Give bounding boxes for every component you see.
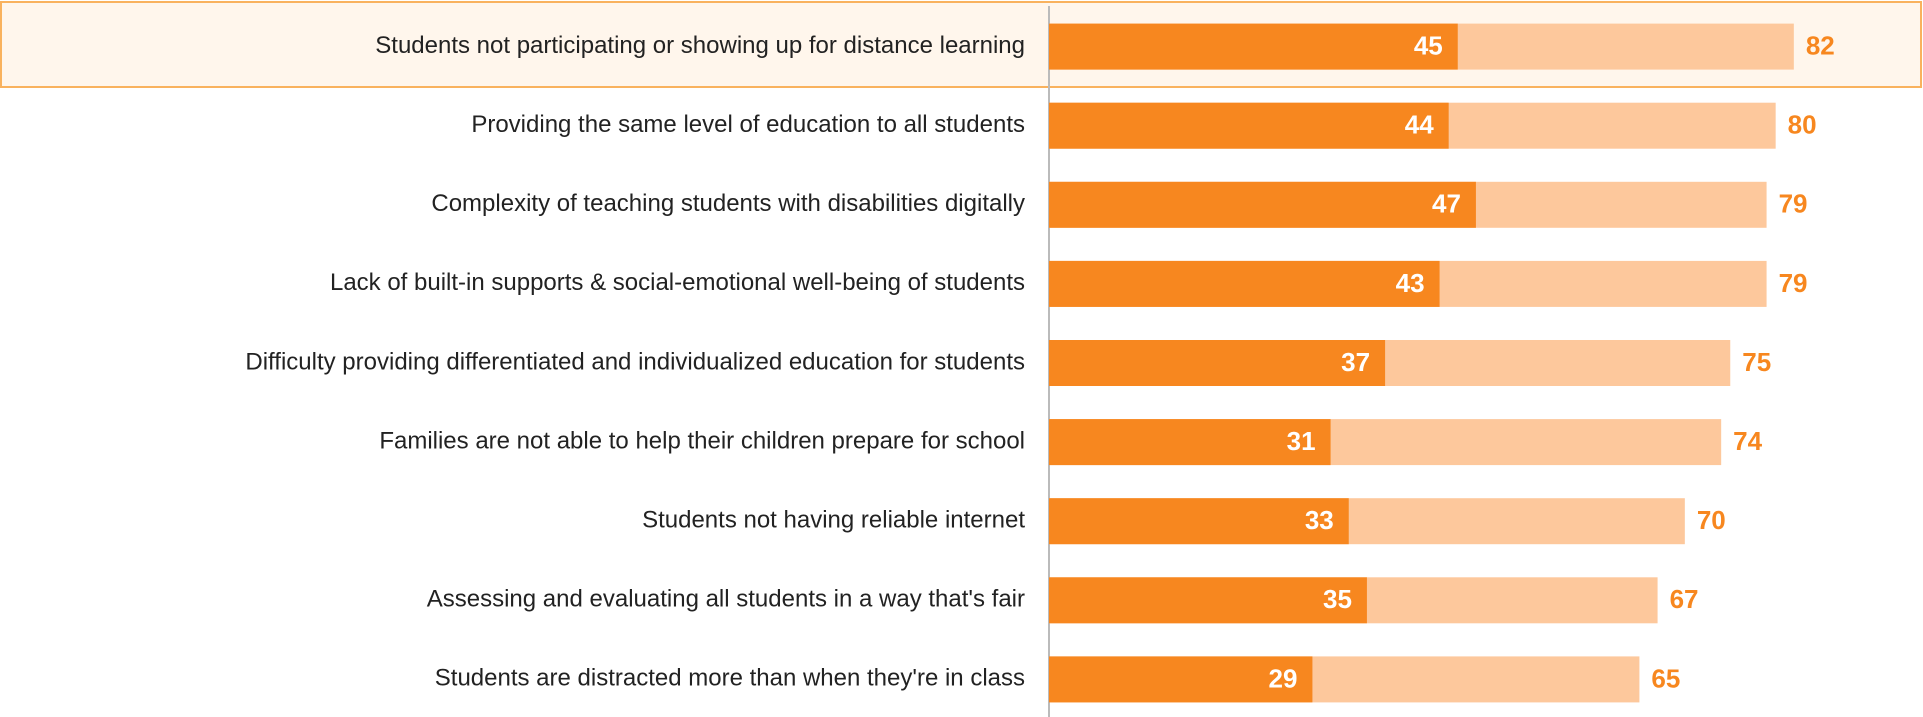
- bar: [1049, 656, 1313, 703]
- value-label: 79: [1779, 189, 1808, 219]
- bar: [1049, 181, 1476, 228]
- bar: [1049, 577, 1367, 624]
- value-label: 43: [1396, 268, 1425, 298]
- value-label: 35: [1323, 584, 1352, 614]
- value-label: 75: [1742, 347, 1771, 377]
- value-label: 29: [1268, 663, 1297, 693]
- value-label: 70: [1697, 505, 1726, 535]
- category-label: Complexity of teaching students with dis…: [431, 190, 1025, 217]
- bar: [1049, 23, 1458, 70]
- value-label: 65: [1651, 663, 1680, 693]
- value-label: 79: [1779, 268, 1808, 298]
- value-label: 45: [1414, 30, 1443, 60]
- value-label: 31: [1287, 426, 1316, 456]
- category-label: Assessing and evaluating all students in…: [427, 586, 1025, 613]
- value-label: 37: [1341, 347, 1370, 377]
- value-label: 47: [1432, 189, 1461, 219]
- category-label: Difficulty providing differentiated and …: [245, 348, 1025, 375]
- category-label: Lack of built-in supports & social-emoti…: [330, 269, 1025, 296]
- bar: [1049, 419, 1331, 466]
- value-label: 67: [1670, 584, 1699, 614]
- value-label: 33: [1305, 505, 1334, 535]
- value-label: 82: [1806, 30, 1835, 60]
- category-label: Students not having reliable internet: [642, 507, 1025, 534]
- bar: [1049, 340, 1386, 386]
- bar: [1049, 260, 1440, 307]
- bar: [1049, 498, 1349, 545]
- value-label: 74: [1733, 426, 1762, 456]
- category-label: Providing the same level of education to…: [471, 111, 1025, 138]
- value-label: 80: [1788, 110, 1817, 140]
- category-label: Students are distracted more than when t…: [435, 665, 1025, 692]
- category-label: Families are not able to help their chil…: [379, 427, 1025, 454]
- bar: [1049, 102, 1449, 149]
- category-label: Students not participating or showing up…: [375, 32, 1025, 59]
- value-label: 44: [1405, 110, 1434, 140]
